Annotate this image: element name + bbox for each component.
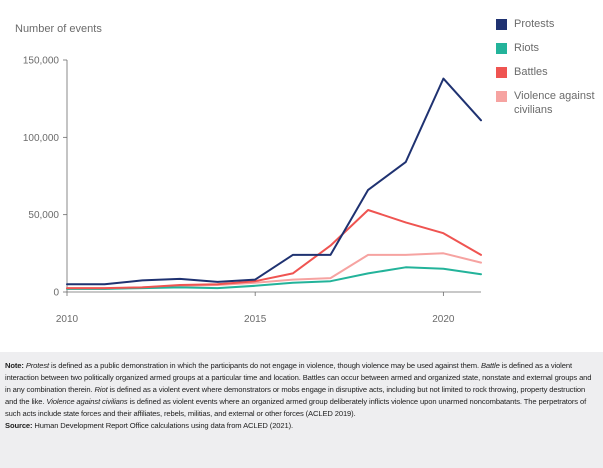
protest-definition: is defined as a public demonstration in … bbox=[49, 361, 479, 370]
term-violence-against-civilians: Violence against civilians bbox=[46, 397, 128, 406]
source-text: Human Development Report Office calculat… bbox=[32, 421, 294, 430]
legend-item-battles: Battles bbox=[496, 65, 603, 79]
term-riot: Riot bbox=[94, 385, 108, 394]
source-note: Source: Human Development Report Office … bbox=[5, 420, 598, 432]
legend-item-riots: Riots bbox=[496, 41, 603, 55]
term-protest: Protest bbox=[25, 361, 50, 370]
y-tick-label: 150,000 bbox=[23, 56, 60, 67]
legend-label-violence-against-civilians: Violence against civilians bbox=[514, 90, 595, 116]
series-line-protests bbox=[66, 77, 482, 286]
legend-item-protests: Protests bbox=[496, 17, 603, 31]
violence-definition: is defined as violent events where an or… bbox=[5, 397, 587, 418]
legend-label-protests: Protests bbox=[514, 18, 555, 30]
legend-swatch-protests bbox=[496, 19, 507, 30]
legend-label-riots: Riots bbox=[514, 42, 540, 54]
line-chart: 0 50,000 100,000 150,000 2010 2015 2020 bbox=[23, 56, 482, 325]
battle-definition: is defined as a violent interaction betw… bbox=[5, 361, 592, 394]
chart-panel: 0 50,000 100,000 150,000 2010 2015 2020 Number… bbox=[15, 17, 603, 325]
source-label: Source: bbox=[5, 421, 33, 430]
x-tick-label: 2015 bbox=[244, 314, 267, 325]
legend-item-violence-against-civilians: Violence against civilians bbox=[496, 89, 603, 117]
notes-panel: Note: Protest is defined as a public dem… bbox=[0, 352, 603, 468]
riot-definition: is defined as a violent event where demo… bbox=[5, 385, 586, 406]
term-battle: Battle bbox=[480, 361, 500, 370]
note-label: Note: bbox=[5, 361, 24, 370]
x-tick-label: 2010 bbox=[56, 314, 79, 325]
legend-swatch-riots bbox=[496, 43, 507, 54]
legend-swatch-violence-against-civilians bbox=[496, 91, 507, 102]
y-tick-label: 0 bbox=[53, 288, 59, 299]
x-tick-label: 2020 bbox=[432, 314, 455, 325]
definitions-note: Note: Protest is defined as a public dem… bbox=[5, 360, 598, 420]
legend-label-battles: Battles bbox=[514, 66, 548, 78]
legend-swatch-battles bbox=[496, 67, 507, 78]
y-tick-label: 50,000 bbox=[28, 210, 59, 221]
y-axis-title: Number of events bbox=[15, 23, 102, 35]
y-tick-label: 100,000 bbox=[23, 133, 60, 144]
series-line-battles bbox=[66, 209, 482, 290]
